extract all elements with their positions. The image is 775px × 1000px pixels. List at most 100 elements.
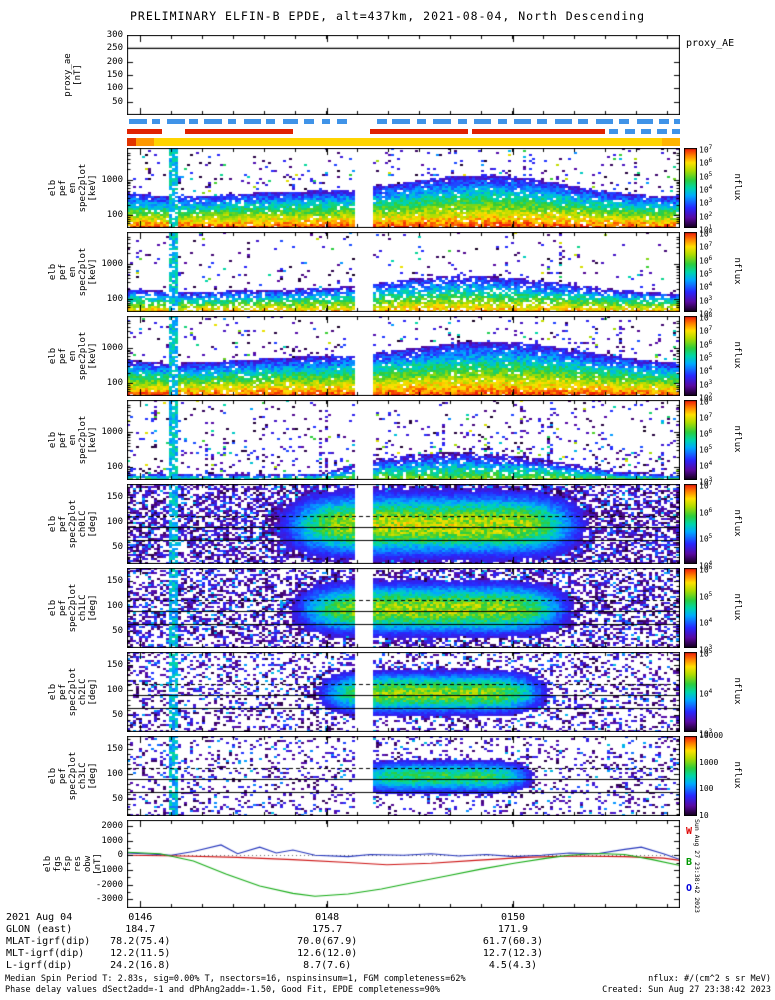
created-date-vertical: Sun Aug 27 23:38:42 2023 xyxy=(693,819,701,913)
footer-created-timestamp: Created: Sun Aug 27 23:38:42 2023 xyxy=(602,985,771,995)
flag-bar-segment xyxy=(227,119,237,124)
pa-ch2-ytick-label: 50 xyxy=(112,709,123,720)
flag-bar-segment xyxy=(152,119,161,124)
pa-ch0-cb-tick: 105 xyxy=(699,533,713,544)
axis-value: 70.0(67.9) xyxy=(297,936,358,947)
en-flux-a-canvas xyxy=(127,148,680,228)
flag-bar-segment xyxy=(555,119,572,124)
en-flux-c-ytick-label: 100 xyxy=(106,378,123,389)
pa-ch3-cb-tick: 100 xyxy=(699,784,714,794)
fgm-obw-ytick-label: 0 xyxy=(117,850,123,861)
en-flux-a-cb-tick: 105 xyxy=(699,170,713,182)
pa-ch3-canvas xyxy=(127,736,680,816)
en-flux-c-cb-tick: 103 xyxy=(699,378,713,390)
flag-bar-segment xyxy=(337,119,348,124)
flag-bar-segment xyxy=(129,119,147,124)
en-flux-b-cb-tick: 106 xyxy=(699,254,713,266)
flag-bar-segment xyxy=(672,129,680,134)
proxy-ae-ytick-label: 300 xyxy=(106,30,123,40)
flag-bar-segment xyxy=(370,129,468,134)
pa-ch1-cb-tick: 104 xyxy=(699,617,713,628)
footer-flux-units: nflux: #/(cm^2 s sr MeV) xyxy=(648,974,771,984)
en-flux-b-cb-tick: 102 xyxy=(699,308,713,319)
en-flux-d-colorbar xyxy=(684,400,697,480)
axis-value: 24.2(16.8) xyxy=(110,960,171,971)
pa-ch0-canvas xyxy=(127,484,680,564)
en-flux-c-cb-tick: 105 xyxy=(699,352,713,363)
en-flux-c-ylabel-text: elb pef en spec2plot [keV] xyxy=(47,331,99,381)
pa-ch3-cb-unit-label: nflux xyxy=(732,761,742,789)
pa-ch1-colorbar xyxy=(684,568,697,648)
en-flux-d-cb-unit-label: nflux xyxy=(732,425,742,453)
pa-ch0-colorbar xyxy=(684,484,697,564)
en-flux-b-cb-tick: 107 xyxy=(699,241,713,252)
fgm-obw-component-label-W: W xyxy=(686,826,693,838)
pa-ch2-colorbar xyxy=(684,652,697,732)
axis-row-label-1: GLON (east) xyxy=(6,924,73,935)
en-flux-a-ylabel-text: elb pef en spec2plot [keV] xyxy=(47,163,99,213)
pa-ch3-ytick-label: 150 xyxy=(106,743,123,754)
en-flux-d-ylabel-text: elb pef en spec2plot [keV] xyxy=(47,415,99,465)
en-flux-d-cb-tick: 108 xyxy=(699,396,713,407)
flag-bar-segment xyxy=(433,119,452,124)
en-flux-a-cb-tick: 107 xyxy=(699,144,713,155)
flag-bar-segment xyxy=(127,129,163,134)
axis-value: 0146 xyxy=(128,912,153,923)
flag-bar-segment xyxy=(641,129,652,134)
pa-ch0-cb-tick: 106 xyxy=(699,506,713,518)
axis-value: 78.2(75.4) xyxy=(110,936,171,947)
en-flux-d-cb-tick: 104 xyxy=(699,460,713,471)
flag-bar-segment xyxy=(266,119,276,124)
axis-row-label-3: MLT-igrf(dip) xyxy=(6,948,85,959)
en-flux-b-ytick-label: 1000 xyxy=(101,259,123,269)
en-flux-a-cb-tick: 104 xyxy=(699,184,713,195)
en-flux-c-canvas xyxy=(127,316,680,396)
en-flux-a-ytick-label: 100 xyxy=(106,210,123,221)
en-flux-d-ytick-label: 1000 xyxy=(101,427,123,437)
en-flux-c-cb-unit-label: nflux xyxy=(732,341,742,369)
pa-ch3-cb-tick: 1000 xyxy=(699,757,719,767)
proxy-ae-ytick-label: 200 xyxy=(106,56,123,67)
flag-bar-segment xyxy=(153,138,663,146)
pa-ch3-cb-tick: 10000 xyxy=(699,731,724,740)
pa-ch3-ytick-label: 50 xyxy=(112,793,123,804)
en-flux-d-cb-tick: 107 xyxy=(699,412,713,423)
axis-value: 171.9 xyxy=(497,924,529,935)
en-flux-d-cb-tick: 105 xyxy=(699,444,713,455)
axis-value: 184.7 xyxy=(125,924,156,935)
footer-phase-info: Phase delay values dSect2add=-1 and dPhA… xyxy=(5,985,440,995)
axis-value: 61.7(60.3) xyxy=(482,936,544,947)
pa-ch1-ytick-label: 150 xyxy=(106,575,123,586)
flag-bar-segment xyxy=(188,119,198,124)
flag-bar-segment xyxy=(624,129,635,134)
proxy-ae-ytick-label: 150 xyxy=(106,70,123,80)
flag-bar-segment xyxy=(674,119,680,124)
en-flux-d-cb-tick: 103 xyxy=(699,476,713,487)
flag-bar-segment xyxy=(662,138,680,146)
flag-bar-segment xyxy=(303,119,314,124)
axis-value: 0150 xyxy=(500,912,526,923)
proxy-ae-ytick-label: 250 xyxy=(106,43,123,54)
axis-row-label-2: MLAT-igrf(dip) xyxy=(6,936,91,947)
pa-ch2-ytick-label: 150 xyxy=(106,659,123,670)
flag-bar-segment xyxy=(537,119,548,124)
pa-ch3-colorbar xyxy=(684,736,697,816)
plot-title: PRELIMINARY ELFIN-B EPDE, alt=437km, 202… xyxy=(129,9,646,23)
flag-bar-segment xyxy=(658,119,669,124)
flag-bar-segment xyxy=(578,119,589,124)
proxy-ae-ylabel-text: proxy_ae [nT] xyxy=(62,53,83,97)
flag-bar-segment xyxy=(656,129,667,134)
en-flux-d-canvas xyxy=(127,400,680,480)
fgm-obw-component-label-O: O xyxy=(686,883,693,895)
en-flux-c-cb-tick: 104 xyxy=(699,365,713,376)
flag-bar-segment xyxy=(472,129,605,134)
pa-ch1-cb-tick: 103 xyxy=(699,644,713,655)
proxy-ae-ytick-label: 100 xyxy=(106,83,123,94)
fgm-obw-ytick-label: -2000 xyxy=(95,879,123,890)
proxy-ae-ytick-label: 50 xyxy=(112,96,123,107)
en-flux-c-cb-tick: 107 xyxy=(699,325,713,336)
en-flux-a-colorbar xyxy=(684,148,697,228)
pa-ch2-cb-tick: 103 xyxy=(699,728,713,739)
fgm-obw-ytick-label: 2000 xyxy=(101,820,123,831)
en-flux-d-cb-tick: 106 xyxy=(699,428,713,439)
